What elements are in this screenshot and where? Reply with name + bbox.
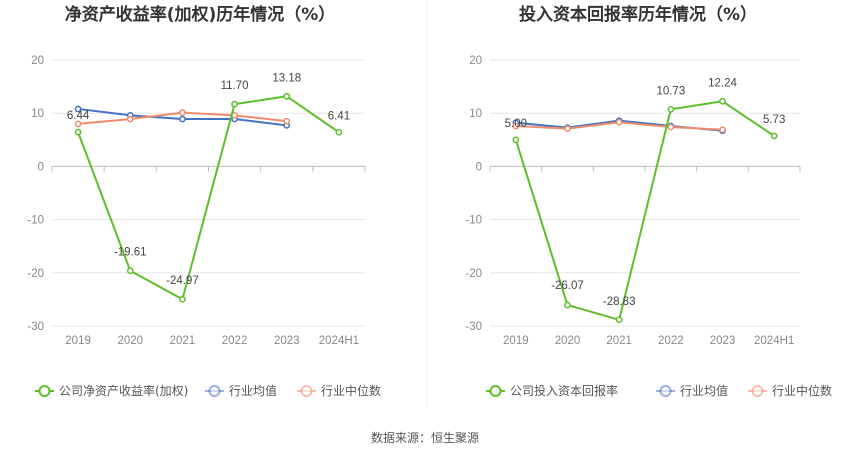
legend-marker-icon [300,385,313,397]
y-tick-label: -30 [27,321,44,333]
data-point-company [231,100,238,108]
y-tick-label: 10 [469,108,482,120]
data-point-company [512,136,520,144]
legend-label: 行业均值 [229,383,277,398]
x-tick-label: 2024H1 [319,335,359,347]
data-label: -28.83 [603,296,636,308]
y-tick-label: -30 [465,321,482,333]
chart-roe: 净资产收益率(加权)历年情况（%） 20 10 0 -10 -20 -30 2019 2020 2… [27,4,381,398]
data-point-company [179,295,186,303]
data-point-company [770,132,778,140]
x-tick-label: 2023 [274,335,300,347]
data-point-industry-median [512,122,520,130]
legend-label: 行业中位数 [321,383,381,398]
data-point-industry-mean [179,115,186,123]
y-tick-label: -10 [465,215,482,227]
data-label: 6.41 [328,110,350,122]
data-label: 5.00 [505,118,527,130]
data-label: 12.24 [708,77,737,89]
x-tick-label: 2021 [606,335,632,347]
x-tick-label: 2019 [503,335,529,347]
data-point-industry-median [283,117,291,125]
x-tick-label: 2020 [555,335,581,347]
data-label: -24.97 [166,275,199,287]
x-tick-label: 2020 [117,335,143,347]
data-label: 10.73 [656,85,685,97]
data-point-industry-median [719,126,726,134]
legend-label: 公司投入资本回报率 [510,383,618,398]
data-point-industry-median [667,123,675,131]
x-tick-label: 2023 [710,335,736,347]
data-point-company [719,97,726,105]
y-tick-label: -20 [465,268,482,280]
source-note: 数据来源：恒生聚源 [371,430,479,445]
y-tick-label: -10 [27,215,44,227]
chart-title: 净资产收益率(加权)历年情况（%） [65,4,336,25]
data-point-industry-median [564,125,571,132]
legend-label: 行业均值 [680,383,728,398]
legend-label: 行业中位数 [772,383,832,398]
data-point-company [667,105,675,113]
data-point-industry-mean [74,105,82,113]
data-point-company [283,92,291,100]
data-point-company [335,128,343,136]
x-tick-label: 2021 [170,335,196,347]
y-tick-label: 20 [469,55,482,67]
series-line-company [77,95,340,301]
data-label: -19.61 [114,247,147,259]
y-tick-label: 0 [38,161,44,173]
data-point-industry-median [179,109,186,117]
data-label: -26.07 [551,280,584,292]
data-point-industry-median [74,120,82,128]
legend-label: 公司净资产收益率(加权) [59,383,188,398]
chart-roic: 投入资本回报率历年情况（%） 20 10 0 -10 -20 -30 2019 2020 2021… [465,4,832,398]
x-tick-label: 2022 [658,335,684,347]
data-label: 5.73 [763,114,785,126]
data-point-industry-median [615,118,623,126]
y-tick-label: 20 [31,55,44,67]
series-line-company [514,100,775,321]
legend-marker-icon [38,385,51,397]
data-point-company [74,128,82,136]
data-point-company [126,267,134,275]
x-tick-label: 2019 [65,335,91,347]
chart-title: 投入资本回报率历年情况（%） [519,4,757,25]
x-tick-label: 2022 [222,335,248,347]
y-tick-label: 10 [31,108,44,120]
legend-marker-icon [208,385,221,397]
legend-marker-icon [659,385,672,397]
data-label: 11.70 [221,80,249,92]
data-label: 6.44 [67,110,90,122]
legend-marker-icon [751,385,764,397]
data-label: 13.18 [272,72,301,84]
x-tick-label: 2024H1 [754,335,794,347]
y-tick-label: -20 [27,268,44,280]
data-point-company [615,316,623,324]
legend-marker-icon [489,385,502,397]
data-point-industry-median [126,115,134,123]
data-point-company [564,301,571,309]
y-tick-label: 0 [476,161,482,173]
